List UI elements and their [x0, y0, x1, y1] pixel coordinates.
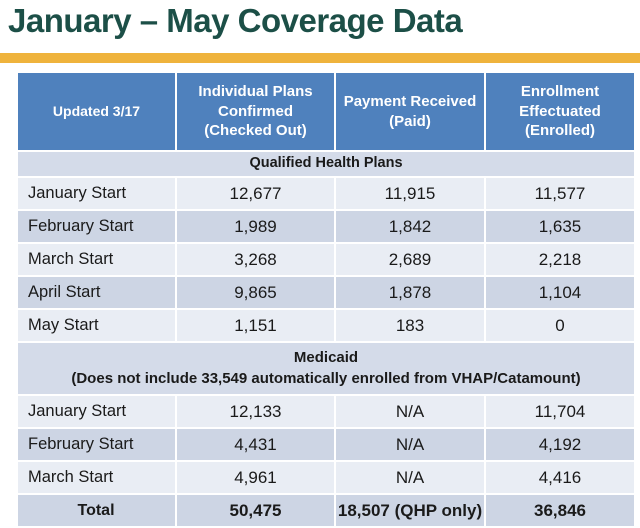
total-label-cell: Total	[18, 495, 175, 526]
enrolled-cell: 1,104	[538, 282, 582, 302]
medicaid-section-line1: Medicaid	[293, 349, 359, 367]
enrolled-cell: 11,704	[534, 401, 586, 421]
enrolled-cell: 4,192	[538, 434, 582, 454]
enrolled-cell: 0	[555, 315, 565, 335]
table-row: March Start 3,268 2,689 2,218	[18, 244, 634, 275]
total-enrolled-cell: 36,846	[486, 495, 634, 526]
paid-cell: 2,689	[388, 249, 432, 269]
row-label-cell: April Start	[28, 283, 101, 301]
medicaid-section-row: Medicaid (Does not include 33,549 automa…	[18, 343, 634, 394]
table-row: April Start 9,865 1,878 1,104	[18, 277, 634, 308]
header-row: Updated 3/17 Individual Plans Confirmed …	[18, 73, 634, 150]
enrolled-cell: 11,577	[534, 183, 586, 203]
paid-cell: N/A	[395, 467, 425, 487]
qhp-section-row: Qualified Health Plans	[18, 152, 634, 176]
paid-column-header: Payment Received (Paid)	[336, 73, 484, 150]
row-label-cell: February Start	[28, 217, 134, 235]
confirmed-cell: 4,431	[234, 434, 277, 454]
paid-cell: 1,878	[388, 282, 432, 302]
total-row: Total 50,475 18,507 (QHP only) 36,846	[18, 495, 634, 526]
table-row: January Start 12,677 11,915 11,577	[18, 178, 634, 209]
confirmed-column-header: Individual Plans Confirmed (Checked Out)	[177, 73, 334, 150]
row-label-cell: January Start	[28, 402, 127, 420]
table-row: February Start 1,989 1,842 1,635	[18, 211, 634, 242]
enrolled-column-header: Enrollment Effectuated (Enrolled)	[486, 73, 634, 150]
updated-date-header: Updated 3/17	[18, 73, 175, 150]
enrolled-cell: 1,635	[538, 216, 582, 236]
row-label-cell: January Start	[28, 184, 127, 202]
confirmed-cell: 12,133	[229, 401, 282, 421]
confirmed-cell: 3,268	[234, 249, 277, 269]
confirmed-cell: 1,151	[234, 315, 277, 335]
enrolled-cell: 4,416	[538, 467, 582, 487]
medicaid-section-line2: (Does not include 33,549 automatically e…	[71, 369, 581, 387]
table-row: February Start 4,431 N/A 4,192	[18, 429, 634, 460]
confirmed-cell: 12,677	[229, 183, 282, 203]
medicaid-section-title: Medicaid (Does not include 33,549 automa…	[18, 343, 634, 394]
row-label-cell: May Start	[28, 316, 99, 334]
confirmed-cell: 1,989	[234, 216, 277, 236]
confirmed-cell: 9,865	[234, 282, 277, 302]
row-label-cell: March Start	[28, 468, 114, 486]
row-label-cell: February Start	[28, 435, 134, 453]
table-row: January Start 12,133 N/A 11,704	[18, 396, 634, 427]
paid-cell: N/A	[395, 434, 425, 454]
title-accent-bar	[0, 53, 640, 63]
total-paid-cell: 18,507 (QHP only)	[336, 495, 484, 526]
confirmed-cell: 4,961	[234, 467, 277, 487]
qhp-section-title: Qualified Health Plans	[18, 152, 634, 176]
table-row: March Start 4,961 N/A 4,416	[18, 462, 634, 493]
coverage-data-table: Updated 3/17 Individual Plans Confirmed …	[16, 71, 636, 528]
paid-cell: 11,915	[384, 183, 436, 203]
paid-cell: 1,842	[388, 216, 432, 236]
total-confirmed-cell: 50,475	[177, 495, 334, 526]
paid-cell: N/A	[395, 401, 425, 421]
row-label-cell: March Start	[28, 250, 114, 268]
enrolled-cell: 2,218	[538, 249, 582, 269]
page-title: January – May Coverage Data	[8, 2, 463, 39]
table-row: May Start 1,151 183 0	[18, 310, 634, 341]
paid-cell: 183	[395, 315, 425, 335]
